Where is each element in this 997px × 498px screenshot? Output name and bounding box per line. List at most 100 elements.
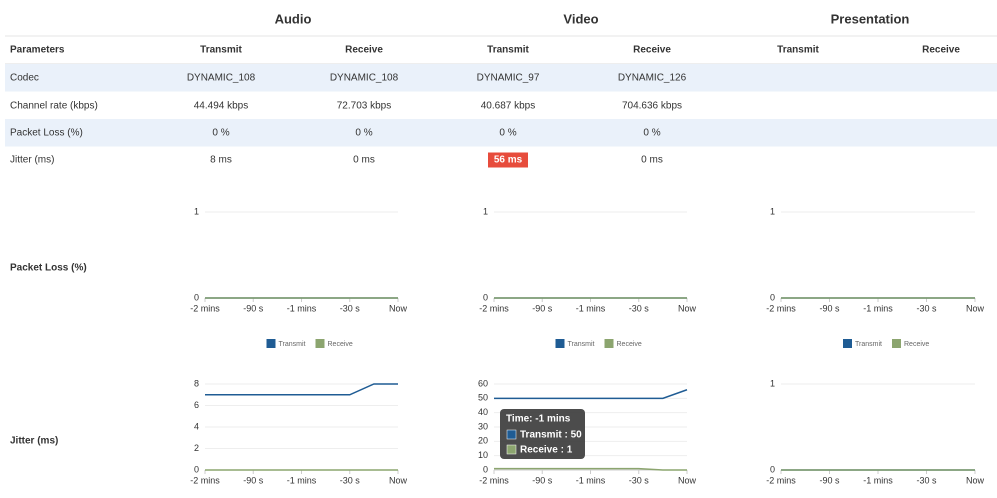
x-tick-label: Now [678,303,697,313]
column-header: Transmit [777,45,819,56]
tooltip-box [500,409,585,459]
column-header: Receive [922,45,960,56]
tooltip-swatch [506,429,517,440]
cell: 0 ms [353,155,375,166]
highlight-badge [488,152,528,168]
group-header: Audio [275,11,312,26]
legend-swatch [892,339,901,348]
x-tick-label: -30 s [916,303,937,313]
x-tick-label: Now [389,475,408,485]
tooltip-line: Transmit : 50 [520,430,582,441]
tooltip: Time: -1 mins Transmit : 50 Receive : 1 [500,409,585,459]
cell: DYNAMIC_97 [477,73,540,84]
y-tick-label: 20 [478,436,488,446]
x-tick-label: -1 mins [287,475,317,485]
y-tick-label: 2 [194,443,199,453]
legend-swatch [843,339,852,348]
cell: 0 % [643,128,660,139]
x-tick-label: Now [678,475,697,485]
column-header: Receive [345,45,383,56]
column-header: Parameters [10,45,65,56]
x-tick-label: -90 s [532,475,553,485]
y-tick-label: 6 [194,400,199,410]
cell: 40.687 kbps [481,101,536,112]
y-tick-label: 0 [483,464,488,474]
x-tick-label: -90 s [532,303,553,313]
y-tick-label: 1 [483,206,488,216]
y-tick-label: 1 [770,378,775,388]
column-header: Transmit [200,45,242,56]
legend-label: Transmit [568,341,595,348]
tooltip-line: Receive : 1 [520,445,573,456]
x-tick-label: -30 s [340,475,361,485]
series-line [205,383,398,396]
y-tick-label: 1 [194,206,199,216]
y-tick-label: 40 [478,407,488,417]
x-tick-label: -1 mins [863,303,893,313]
cell: DYNAMIC_108 [187,73,256,84]
cell: 0 % [212,128,229,139]
legend-label: Receive [617,341,642,348]
x-tick-label: -2 mins [190,475,220,485]
cell: Jitter (ms) [10,155,54,166]
legend-swatch [604,339,614,348]
series-line [494,467,687,471]
y-tick-label: 0 [194,464,199,474]
cell: Codec [10,73,39,84]
cell: 0 % [499,128,516,139]
series-line [494,389,688,400]
cell: 56 ms [494,155,523,166]
row-bg [5,64,997,92]
x-tick-label: -30 s [340,303,361,313]
cell: 0 ms [641,155,663,166]
cell: 704.636 kbps [622,101,682,112]
x-tick-label: -2 mins [479,303,509,313]
group-header: Video [563,11,598,26]
y-tick-label: 1 [770,206,775,216]
legend-swatch [315,339,325,348]
column-header: Receive [633,45,671,56]
cell: Packet Loss (%) [10,128,83,139]
x-tick-label: -2 mins [479,475,509,485]
legend-label: Transmit [855,341,882,348]
group-header: Presentation [831,11,910,26]
x-tick-label: -2 mins [190,303,220,313]
x-tick-label: -1 mins [576,303,606,313]
cell: Channel rate (kbps) [10,101,98,112]
row-label: Packet Loss (%) [10,263,87,274]
x-tick-label: -1 mins [863,475,893,485]
x-tick-label: Now [389,303,408,313]
x-tick-label: -90 s [243,475,264,485]
legend-swatch [266,339,276,348]
y-tick-label: 8 [194,378,199,388]
tooltip-swatch [506,444,517,455]
row-bg [5,119,997,147]
y-tick-label: 60 [478,378,488,388]
cell: DYNAMIC_126 [618,73,687,84]
y-tick-label: 0 [483,292,488,302]
y-tick-label: 0 [770,464,775,474]
cell: 0 % [355,128,372,139]
y-tick-label: 10 [478,450,488,460]
x-tick-label: -90 s [243,303,264,313]
legend-label: Receive [904,341,929,348]
cell: DYNAMIC_108 [330,73,399,84]
x-tick-label: -30 s [916,475,937,485]
y-tick-label: 0 [194,292,199,302]
tooltip-title: Time: -1 mins [506,414,571,425]
x-tick-label: -2 mins [766,475,796,485]
x-tick-label: -1 mins [576,475,606,485]
legend-swatch [555,339,565,348]
cell: 8 ms [210,155,232,166]
x-tick-label: -30 s [629,303,650,313]
legend-label: Receive [328,341,353,348]
y-tick-label: 4 [194,421,199,431]
y-tick-label: 0 [770,292,775,302]
x-tick-label: -1 mins [287,303,317,313]
x-tick-label: -30 s [629,475,650,485]
x-tick-label: Now [966,475,985,485]
cell: 44.494 kbps [194,101,249,112]
cell: 72.703 kbps [337,101,392,112]
x-tick-label: -90 s [819,303,840,313]
